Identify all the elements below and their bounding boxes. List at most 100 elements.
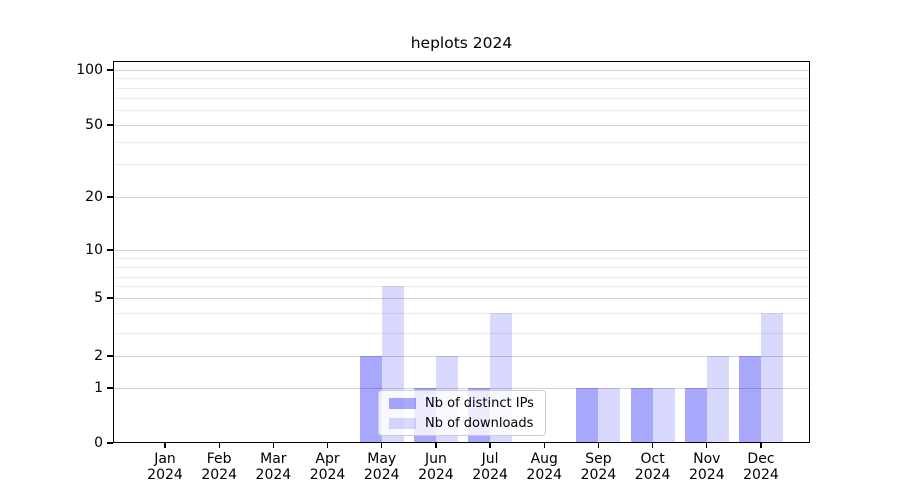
y-gridline-minor	[113, 77, 810, 79]
y-tick-label: 50	[85, 117, 103, 133]
x-tick-month: Jul	[481, 451, 499, 467]
x-tick-label: Jul 2024	[458, 451, 522, 483]
x-tick-month: Sep	[585, 451, 612, 467]
x-tick-label: Aug 2024	[512, 451, 576, 483]
y-gridline-minor	[113, 109, 810, 111]
x-tick-month: Apr	[315, 451, 340, 467]
x-tick-mark	[435, 443, 437, 448]
y-tick-mark	[107, 355, 113, 357]
x-tick-mark	[272, 443, 274, 448]
y-gridline-minor	[113, 163, 810, 165]
bar-distinct-ips	[684, 388, 707, 443]
y-gridline-major	[113, 124, 810, 126]
x-tick-year: 2024	[418, 467, 454, 483]
bar-distinct-ips	[359, 356, 382, 443]
legend-swatch-downloads-icon	[389, 417, 416, 429]
x-tick-mark	[326, 443, 329, 448]
y-gridline-minor	[113, 332, 810, 334]
bar-downloads	[652, 388, 675, 443]
x-tick-month: Nov	[693, 451, 721, 467]
y-gridline-minor	[113, 276, 810, 278]
x-tick-mark	[543, 443, 545, 448]
bar-downloads	[598, 388, 621, 443]
x-tick-label: Sep 2024	[566, 451, 630, 483]
x-tick-label: Dec 2024	[729, 451, 793, 483]
y-tick-mark	[107, 442, 113, 444]
y-gridline-major	[113, 249, 810, 251]
bar-distinct-ips	[738, 356, 761, 443]
x-tick-label: May 2024	[350, 451, 414, 483]
y-tick-label: 5	[94, 290, 103, 306]
bar-downloads	[760, 313, 783, 443]
y-gridline-minor	[113, 257, 810, 259]
y-tick-label: 20	[85, 189, 103, 205]
x-tick-year: 2024	[472, 467, 508, 483]
bar-distinct-ips	[576, 388, 599, 443]
y-tick-label: 100	[76, 62, 103, 78]
x-tick-year: 2024	[363, 467, 400, 483]
y-gridline-minor	[113, 266, 810, 268]
y-tick-mark	[107, 196, 113, 198]
bar-distinct-ips	[630, 388, 653, 443]
x-tick-mark	[489, 443, 491, 448]
legend-label-downloads: Nb of downloads	[425, 415, 534, 431]
y-tick-label: 2	[94, 348, 103, 364]
x-tick-year: 2024	[634, 467, 671, 483]
y-gridline-minor	[113, 141, 810, 143]
legend-swatch-distinct-ips-icon	[389, 397, 416, 409]
x-tick-year: 2024	[580, 467, 617, 483]
x-tick-year: 2024	[255, 467, 292, 483]
x-tick-mark	[651, 443, 654, 448]
x-tick-label: Jan 2024	[133, 451, 197, 483]
y-gridline-minor	[113, 97, 810, 99]
x-tick-mark	[706, 443, 708, 448]
y-tick-mark	[107, 297, 113, 299]
y-gridline-major	[113, 196, 810, 198]
x-tick-month: Dec	[747, 451, 775, 467]
legend: Nb of distinct IPs Nb of downloads	[378, 390, 546, 436]
x-tick-year: 2024	[743, 467, 779, 483]
x-tick-label: Apr 2024	[296, 451, 360, 483]
y-gridline-major	[113, 297, 810, 299]
x-tick-label: Nov 2024	[675, 451, 739, 483]
x-tick-mark	[760, 443, 762, 448]
y-tick-mark	[107, 69, 113, 71]
x-tick-month: Feb	[206, 451, 232, 467]
y-tick-mark	[107, 387, 113, 389]
plot-area: Nb of distinct IPs Nb of downloads 0 1 2 5 1…	[76, 61, 810, 483]
y-tick-label: 0	[94, 435, 103, 451]
x-tick-year: 2024	[688, 467, 725, 483]
x-tick-year: 2024	[309, 467, 346, 483]
y-tick-mark	[107, 124, 113, 126]
bar-downloads	[706, 356, 729, 443]
x-tick-month: Jan	[154, 451, 176, 467]
y-tick-label: 1	[94, 380, 103, 396]
y-gridline-minor	[113, 87, 810, 89]
x-tick-mark	[597, 443, 600, 448]
y-gridline-minor	[113, 312, 810, 314]
x-tick-year: 2024	[526, 467, 563, 483]
chart-title: heplots 2024	[410, 34, 513, 52]
y-gridline-major	[113, 355, 810, 357]
x-tick-label: Feb 2024	[187, 451, 251, 483]
y-tick-label: 10	[85, 242, 103, 258]
y-gridline-minor	[113, 285, 810, 287]
x-tick-month: Mar	[260, 451, 287, 467]
x-tick-year: 2024	[201, 467, 237, 483]
x-tick-label: Oct 2024	[621, 451, 685, 483]
x-tick-mark	[381, 443, 383, 448]
axes-frame	[113, 61, 810, 443]
y-tick-mark	[107, 249, 113, 251]
y-gridline-major	[113, 69, 810, 71]
x-tick-month: Oct	[640, 451, 665, 467]
y-gridline-major	[113, 387, 810, 389]
legend-item-distinct-ips: Nb of distinct IPs	[389, 396, 541, 411]
x-tick-mark	[218, 443, 220, 448]
x-tick-label: Mar 2024	[241, 451, 305, 483]
x-tick-month: Aug	[530, 451, 558, 467]
x-tick-month: May	[367, 451, 397, 467]
x-tick-year: 2024	[147, 467, 183, 483]
x-tick-label: Jun 2024	[404, 451, 468, 483]
x-tick-mark	[164, 443, 166, 448]
